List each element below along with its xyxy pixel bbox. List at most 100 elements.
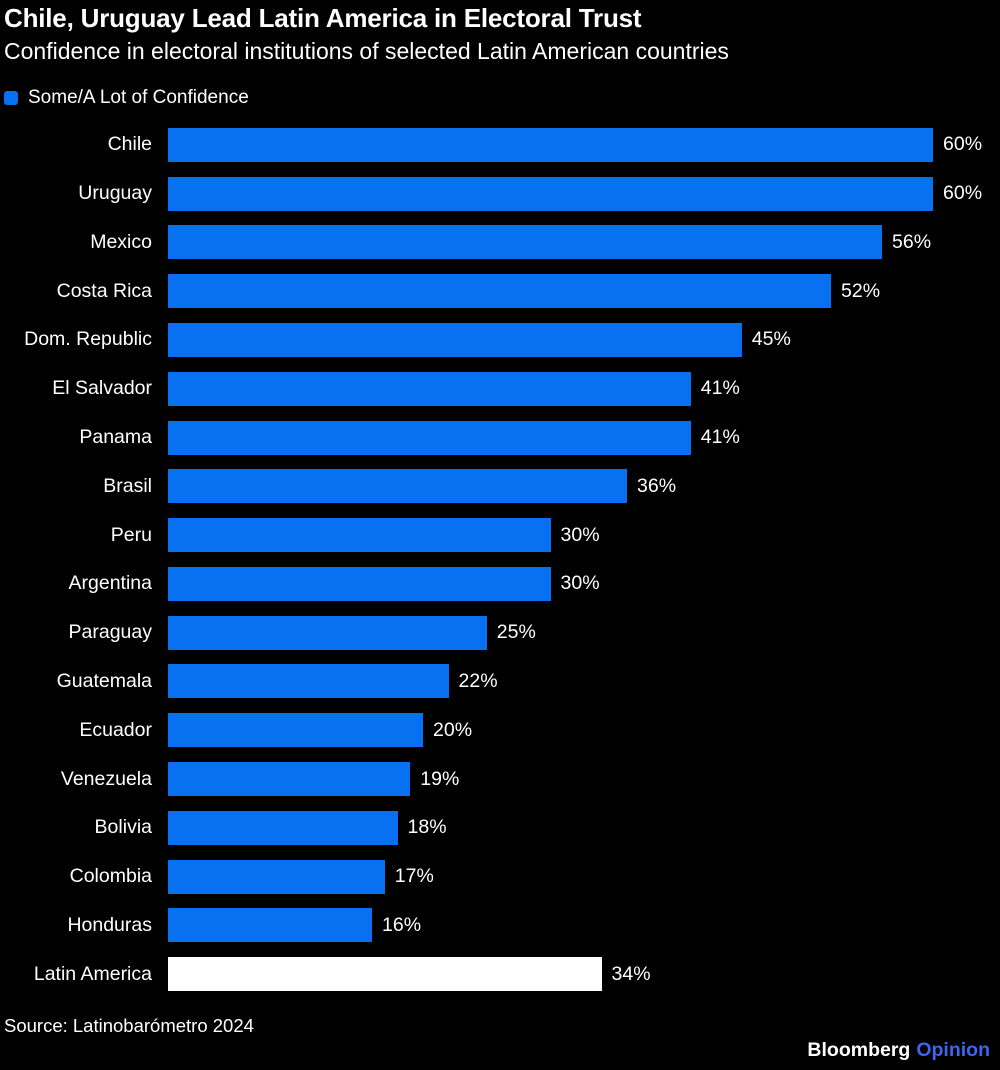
- bar-area: 41%: [168, 371, 994, 406]
- bar: [168, 274, 831, 309]
- bar-row: Uruguay 60%: [4, 169, 994, 218]
- bar: [168, 908, 372, 943]
- bar: [168, 420, 691, 455]
- bar-row: Paraguay 25%: [4, 608, 994, 657]
- bar-area: 52%: [168, 274, 994, 309]
- bar-row: Argentina 30%: [4, 560, 994, 609]
- bar-area: 41%: [168, 420, 994, 455]
- value-label: 45%: [751, 328, 791, 351]
- bar: [168, 615, 487, 650]
- value-label: 20%: [433, 718, 473, 741]
- bar-row: Colombia 17%: [4, 852, 994, 901]
- bar: [168, 469, 627, 504]
- category-label: El Salvador: [52, 377, 152, 400]
- bar-row: Bolivia 18%: [4, 803, 994, 852]
- value-label: 22%: [458, 669, 498, 692]
- bar-area: 56%: [168, 225, 994, 260]
- bar-row: El Salvador 41%: [4, 364, 994, 413]
- bar: [168, 762, 411, 797]
- category-label: Peru: [110, 523, 152, 546]
- bar: [168, 518, 551, 553]
- bar-row: Honduras 16%: [4, 901, 994, 950]
- brand-suffix: Opinion: [916, 1039, 990, 1061]
- bar: [168, 225, 882, 260]
- value-label: 56%: [892, 230, 932, 253]
- value-label: 19%: [420, 767, 460, 790]
- bar-row: Mexico 56%: [4, 218, 994, 267]
- category-label: Honduras: [67, 913, 152, 936]
- bar-area: 30%: [168, 518, 994, 553]
- value-label: 34%: [611, 962, 651, 985]
- bar: [168, 127, 933, 162]
- value-label: 25%: [496, 621, 536, 644]
- value-label: 17%: [394, 865, 434, 888]
- value-label: 60%: [943, 182, 983, 205]
- category-label: Paraguay: [68, 621, 152, 644]
- value-label: 41%: [700, 377, 740, 400]
- bar-row: Dom. Republic 45%: [4, 316, 994, 365]
- bar: [168, 371, 691, 406]
- bar: [168, 176, 933, 211]
- legend-label: Some/A Lot of Confidence: [28, 87, 249, 109]
- value-label: 18%: [407, 816, 447, 839]
- value-label: 30%: [560, 572, 600, 595]
- bar: [168, 566, 551, 601]
- category-label: Costa Rica: [56, 279, 152, 302]
- chart-subtitle: Confidence in electoral institutions of …: [4, 37, 729, 64]
- bar: [168, 664, 449, 699]
- bar-area: 60%: [168, 127, 994, 162]
- category-label: Venezuela: [60, 767, 152, 790]
- bar-row: Ecuador 20%: [4, 706, 994, 755]
- category-label: Uruguay: [78, 182, 152, 205]
- bar-row: Latin America 34%: [4, 950, 994, 999]
- category-label: Panama: [79, 426, 152, 448]
- bar-area: 34%: [168, 957, 994, 992]
- category-label: Latin America: [33, 962, 152, 985]
- bar: [168, 322, 742, 357]
- bar-row: Brasil 36%: [4, 462, 994, 511]
- bar-area: 20%: [168, 713, 994, 748]
- legend-swatch-icon: [4, 91, 18, 106]
- brand-name: Bloomberg: [807, 1039, 911, 1061]
- value-label: 16%: [382, 913, 422, 936]
- bar-area: 22%: [168, 664, 994, 699]
- bar-area: 18%: [168, 810, 994, 845]
- bar-row: Costa Rica 52%: [4, 267, 994, 316]
- bar-row: Panama 41%: [4, 413, 994, 462]
- bar-chart: Chile 60% Uruguay 60% Mexico 56% Costa Rica 52%…: [4, 120, 994, 998]
- bar-area: 36%: [168, 469, 994, 504]
- bar-area: 19%: [168, 762, 994, 797]
- value-label: 36%: [637, 474, 677, 497]
- bar-area: 16%: [168, 908, 994, 943]
- category-label: Guatemala: [56, 669, 152, 692]
- bar-row: Venezuela 19%: [4, 755, 994, 804]
- bar-row: Peru 30%: [4, 511, 994, 560]
- bar-row: Chile 60%: [4, 120, 994, 169]
- bar-area: 25%: [168, 615, 994, 650]
- bar-area: 17%: [168, 859, 994, 894]
- value-label: 41%: [700, 426, 740, 448]
- value-label: 52%: [841, 279, 881, 302]
- value-label: 30%: [560, 523, 600, 546]
- category-label: Bolivia: [94, 816, 152, 839]
- value-label: 60%: [943, 133, 983, 156]
- bar: [168, 713, 423, 748]
- legend: Some/A Lot of Confidence: [4, 87, 994, 109]
- bar-area: 60%: [168, 176, 994, 211]
- bar-row: Guatemala 22%: [4, 657, 994, 706]
- chart-title: Chile, Uruguay Lead Latin America in Ele…: [4, 3, 642, 33]
- category-label: Brasil: [103, 474, 152, 497]
- bar: [168, 957, 602, 992]
- category-label: Colombia: [69, 865, 152, 888]
- category-label: Ecuador: [79, 718, 152, 741]
- category-label: Dom. Republic: [24, 328, 152, 351]
- source-note: Source: Latinobarómetro 2024: [4, 1014, 254, 1036]
- brand-mark: Bloomberg Opinion: [807, 1039, 990, 1062]
- category-label: Mexico: [90, 230, 152, 253]
- bar-area: 30%: [168, 566, 994, 601]
- bar: [168, 859, 385, 894]
- bar: [168, 810, 398, 845]
- bar-area: 45%: [168, 322, 994, 357]
- category-label: Argentina: [68, 572, 152, 595]
